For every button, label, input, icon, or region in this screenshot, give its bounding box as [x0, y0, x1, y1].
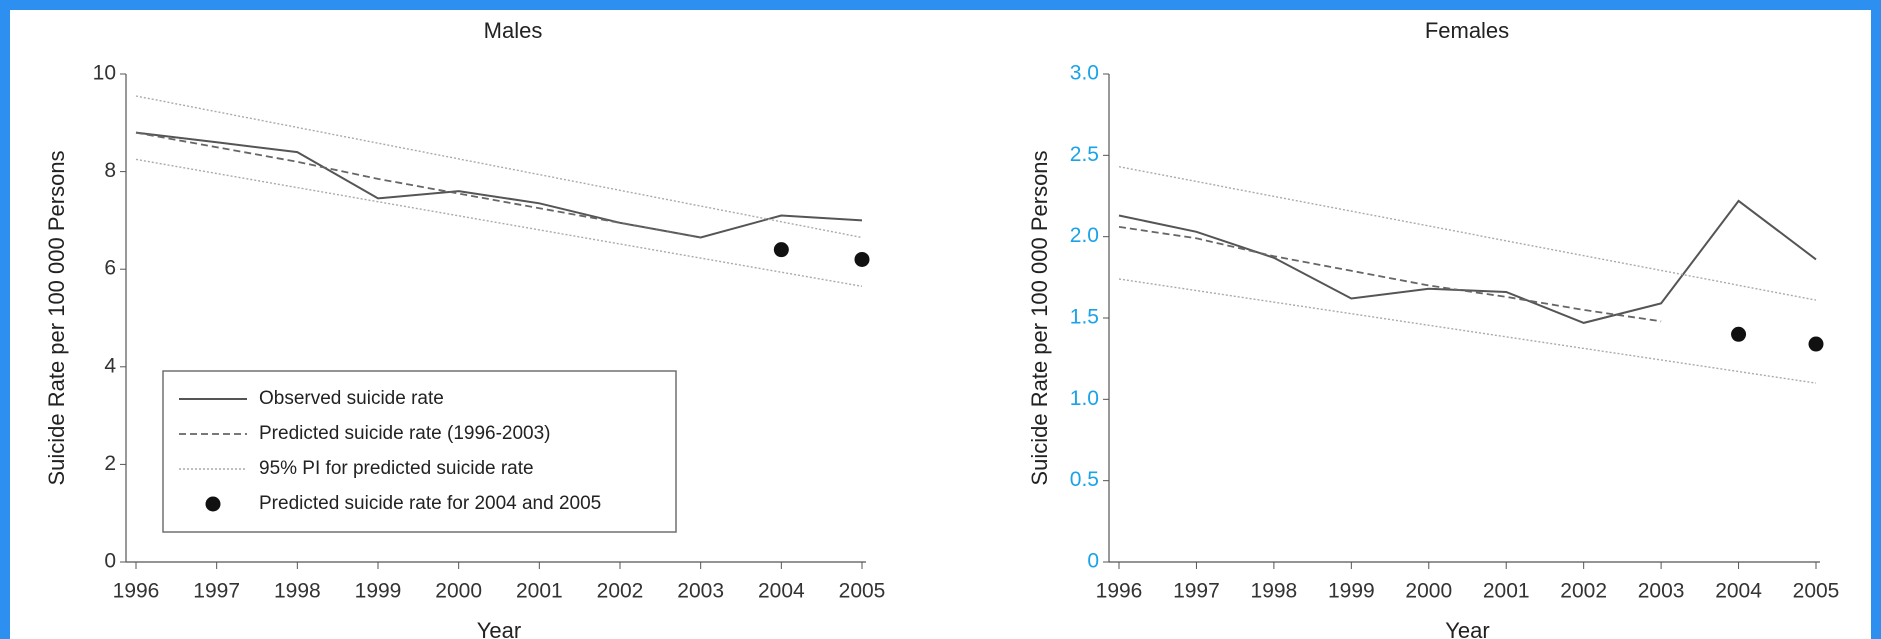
x-tick-label: 1999: [355, 580, 402, 603]
prediction-interval-line: [135, 158, 863, 287]
predicted-point-marker: [773, 242, 789, 258]
y-tick-label: 2.5: [1070, 143, 1099, 166]
legend-label: 95% PI for predicted suicide rate: [259, 458, 534, 479]
x-tick-label: 2000: [1405, 580, 1452, 603]
chart-svg: Males 0 2 4 6 8 10 1996 1997 1998 1999 2000 2001 2002…: [44, 18, 1840, 639]
x-tick-label: 2003: [1638, 580, 1685, 603]
chart-title: Females: [1425, 18, 1509, 43]
predicted-point-marker: [1731, 326, 1747, 342]
figure-panel: Males 0 2 4 6 8 10 1996 1997 1998 1999 2000 2001 2002…: [10, 10, 1871, 639]
legend: Observed suicide rate Predicted suicide r…: [162, 370, 677, 533]
y-tick-label: 0: [104, 550, 116, 573]
x-tick-label: 1997: [193, 580, 240, 603]
x-tick-label: 2001: [516, 580, 563, 603]
y-tick-label: 2.0: [1070, 224, 1099, 247]
y-tick-label: 2: [104, 452, 116, 475]
x-tick-label: 2001: [1483, 580, 1530, 603]
females-chart: Females 0 0.5 1.0 1.5 2.0 2.5 3.0 1996 1997 1998 19…: [1027, 18, 1840, 639]
x-tick-label: 1999: [1328, 580, 1375, 603]
males-chart: Males 0 2 4 6 8 10 1996 1997 1998 1999 2000 2001 2002…: [44, 18, 886, 639]
chart-title: Males: [484, 18, 543, 43]
y-axis-label: Suicide Rate per 100 000 Persons: [1027, 150, 1052, 485]
x-tick-label: 1998: [274, 580, 321, 603]
legend-marker-icon: [205, 496, 221, 512]
y-tick-label: 6: [104, 257, 116, 280]
legend-label: Predicted suicide rate for 2004 and 2005: [259, 493, 601, 514]
x-tick-label: 2002: [597, 580, 644, 603]
legend-box: [162, 370, 677, 533]
x-tick-label: 2003: [677, 580, 724, 603]
x-tick-label: 1998: [1251, 580, 1298, 603]
y-tick-label: 0: [1087, 550, 1099, 573]
x-tick-label: 2000: [435, 580, 482, 603]
y-tick-label: 8: [104, 159, 116, 182]
x-tick-label: 1997: [1173, 580, 1220, 603]
prediction-interval-line: [1118, 278, 1817, 384]
x-tick-label: 2004: [1715, 580, 1762, 603]
y-axis-label: Suicide Rate per 100 000 Persons: [44, 150, 69, 485]
x-axis-label: Year: [1445, 618, 1489, 639]
prediction-interval-line: [135, 95, 863, 239]
y-tick-label: 3.0: [1070, 62, 1099, 85]
legend-label: Observed suicide rate: [259, 388, 444, 409]
prediction-interval-line: [1118, 166, 1817, 301]
x-tick-label: 2002: [1560, 580, 1607, 603]
predicted-point-marker: [1808, 336, 1824, 352]
x-axis-label: Year: [477, 618, 521, 639]
y-tick-label: 0.5: [1070, 468, 1099, 491]
x-tick-label: 2005: [1793, 580, 1840, 603]
y-tick-label: 1.5: [1070, 306, 1099, 329]
predicted-point-marker: [854, 251, 870, 267]
observed-rate-line: [135, 131, 863, 239]
x-tick-label: 2004: [758, 580, 805, 603]
legend-label: Predicted suicide rate (1996-2003): [259, 423, 551, 444]
y-tick-label: 10: [93, 62, 116, 85]
x-tick-label: 1996: [113, 580, 160, 603]
x-tick-label: 1996: [1096, 580, 1143, 603]
x-tick-label: 2005: [839, 580, 886, 603]
y-tick-label: 1.0: [1070, 387, 1099, 410]
predicted-rate-line: [1118, 226, 1662, 323]
observed-rate-line: [1118, 199, 1817, 324]
y-tick-label: 4: [104, 354, 116, 377]
predicted-rate-line: [135, 131, 701, 239]
